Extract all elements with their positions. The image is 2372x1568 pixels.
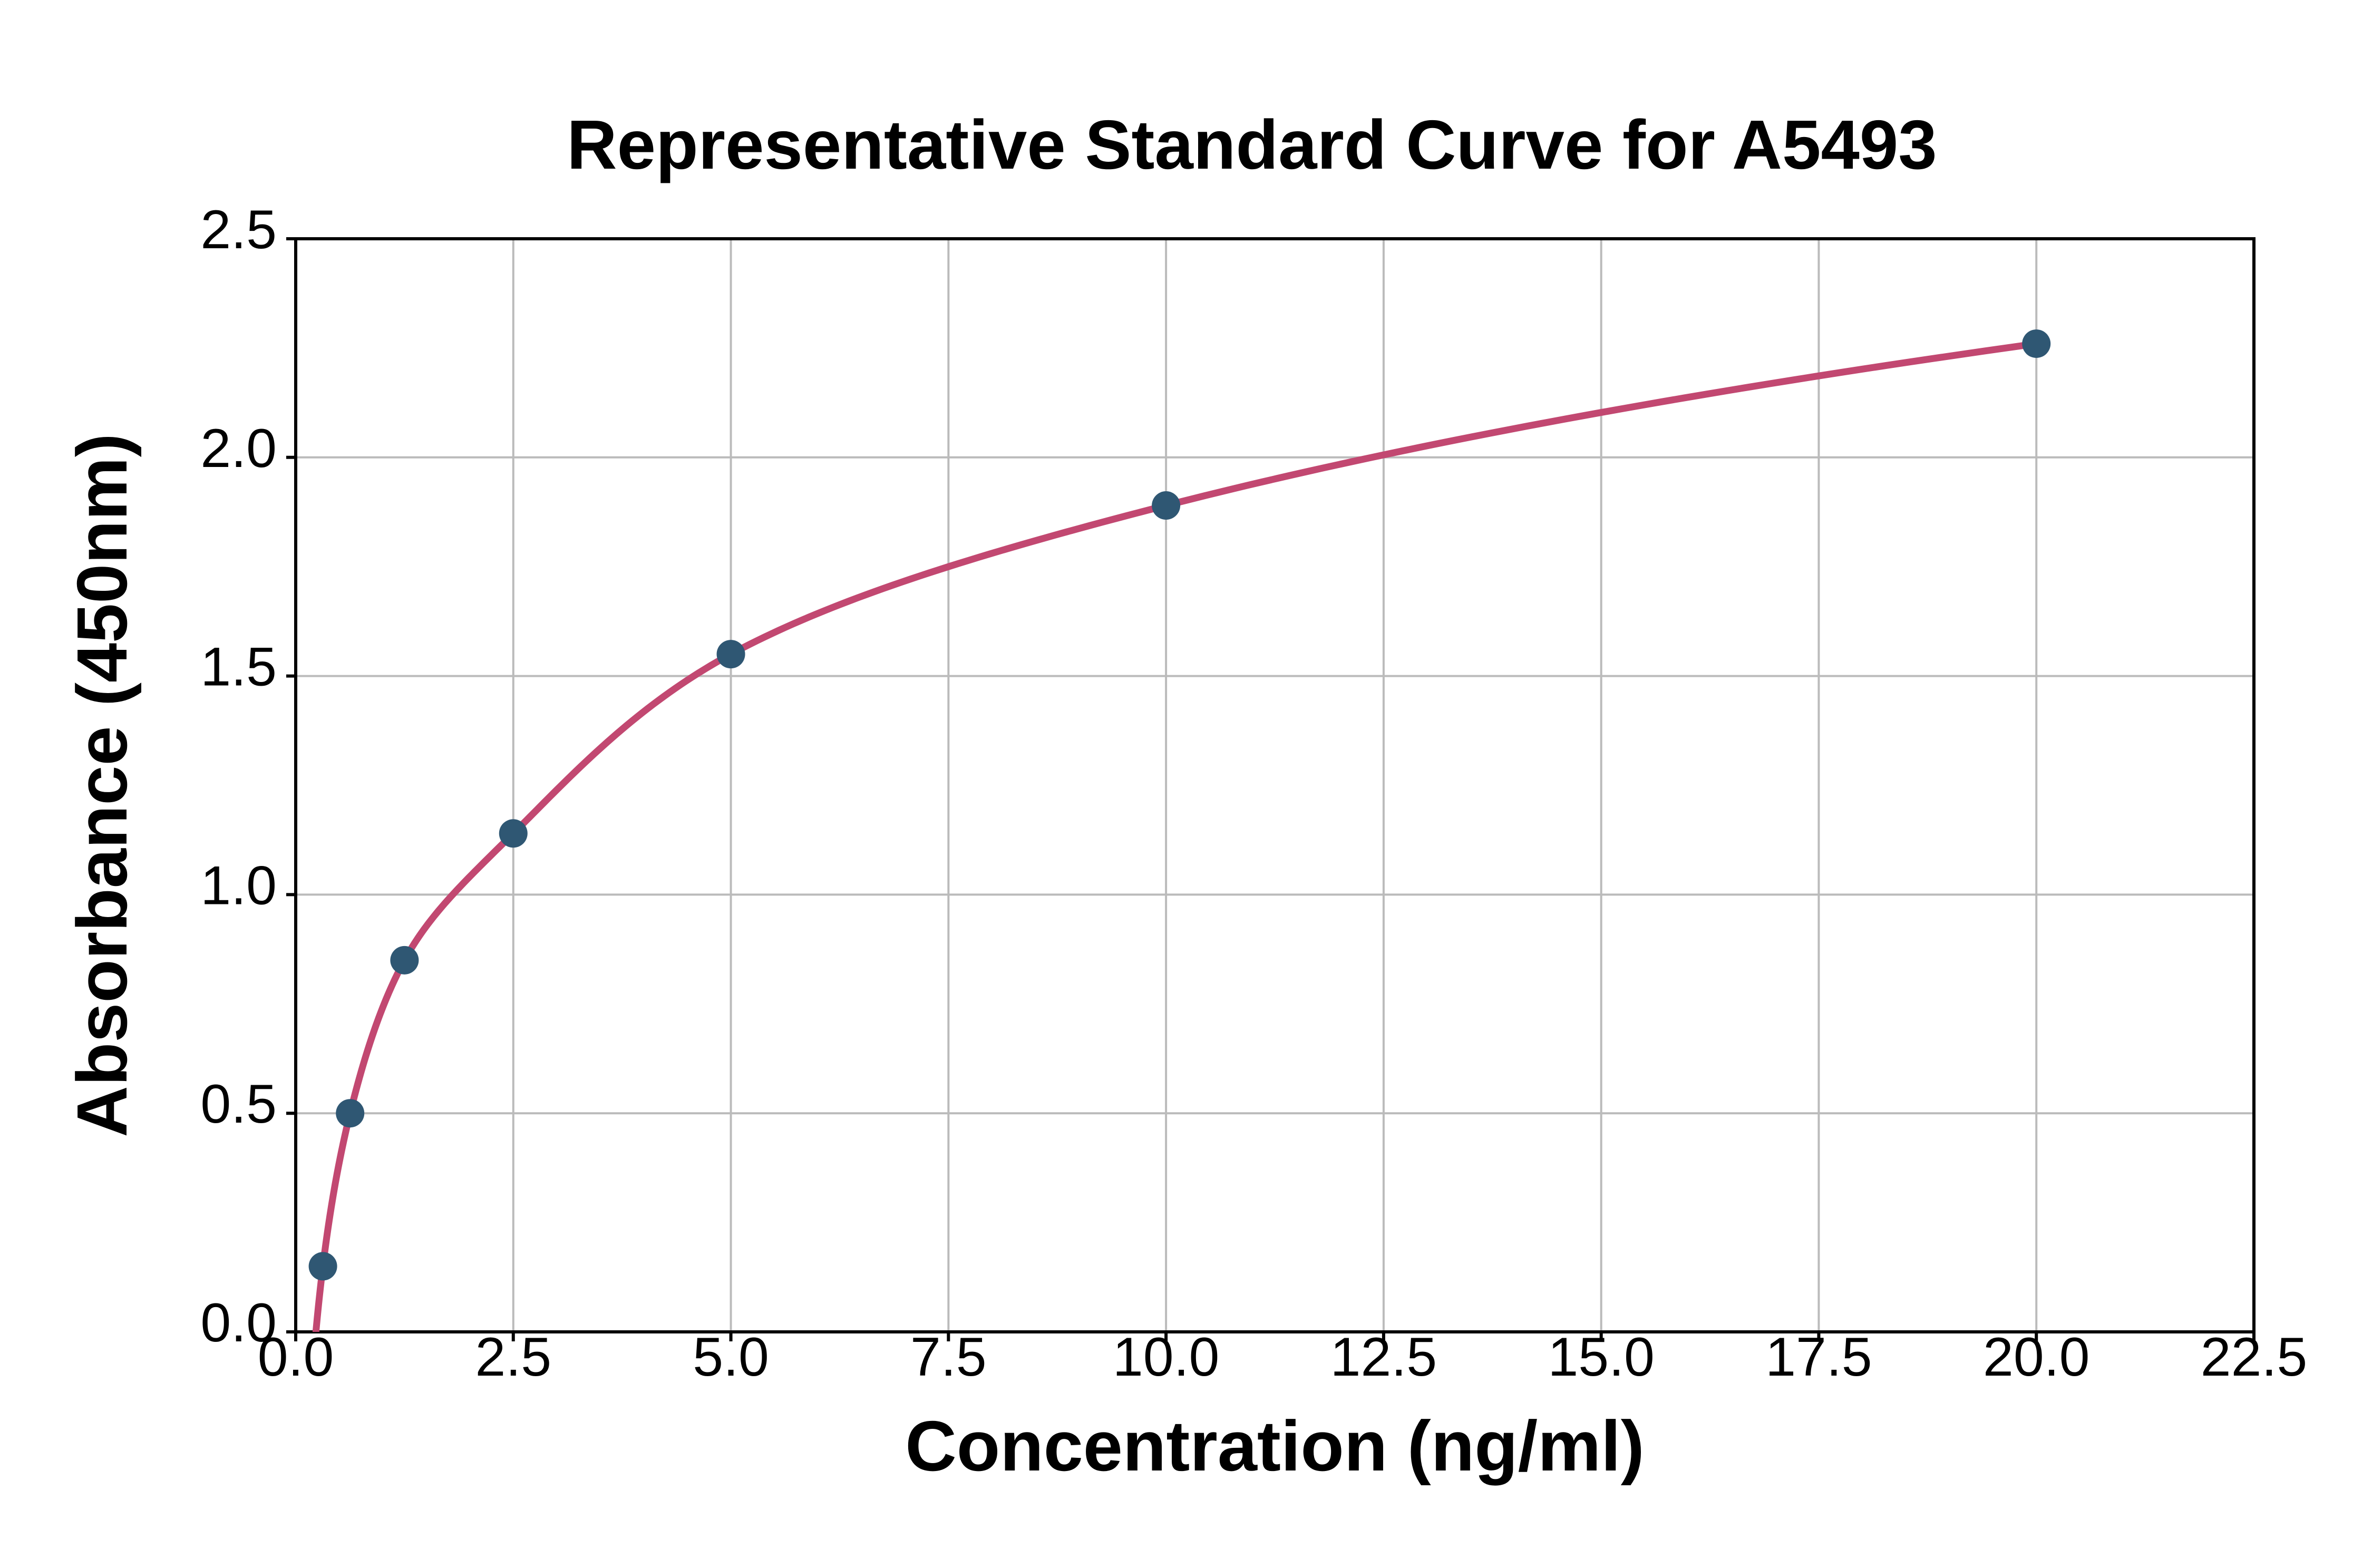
- svg-text:Concentration (ng/ml): Concentration (ng/ml): [905, 1406, 1644, 1486]
- svg-text:0.0: 0.0: [200, 1292, 277, 1353]
- svg-text:2.5: 2.5: [475, 1327, 551, 1388]
- svg-text:5.0: 5.0: [693, 1327, 769, 1388]
- svg-text:Representative Standard Curve: Representative Standard Curve for A5493: [567, 106, 1937, 183]
- svg-text:1.5: 1.5: [200, 637, 277, 698]
- svg-text:17.5: 17.5: [1765, 1327, 1872, 1388]
- svg-text:2.5: 2.5: [200, 199, 277, 260]
- svg-text:22.5: 22.5: [2201, 1327, 2307, 1388]
- svg-text:10.0: 10.0: [1113, 1327, 1219, 1388]
- svg-text:2.0: 2.0: [200, 418, 277, 479]
- svg-text:15.0: 15.0: [1548, 1327, 1654, 1388]
- svg-text:20.0: 20.0: [1983, 1327, 2089, 1388]
- svg-text:0.5: 0.5: [200, 1074, 277, 1135]
- svg-text:1.0: 1.0: [200, 855, 277, 916]
- svg-text:7.5: 7.5: [910, 1327, 987, 1388]
- svg-text:12.5: 12.5: [1330, 1327, 1437, 1388]
- svg-text:Absorbance (450nm): Absorbance (450nm): [62, 433, 142, 1137]
